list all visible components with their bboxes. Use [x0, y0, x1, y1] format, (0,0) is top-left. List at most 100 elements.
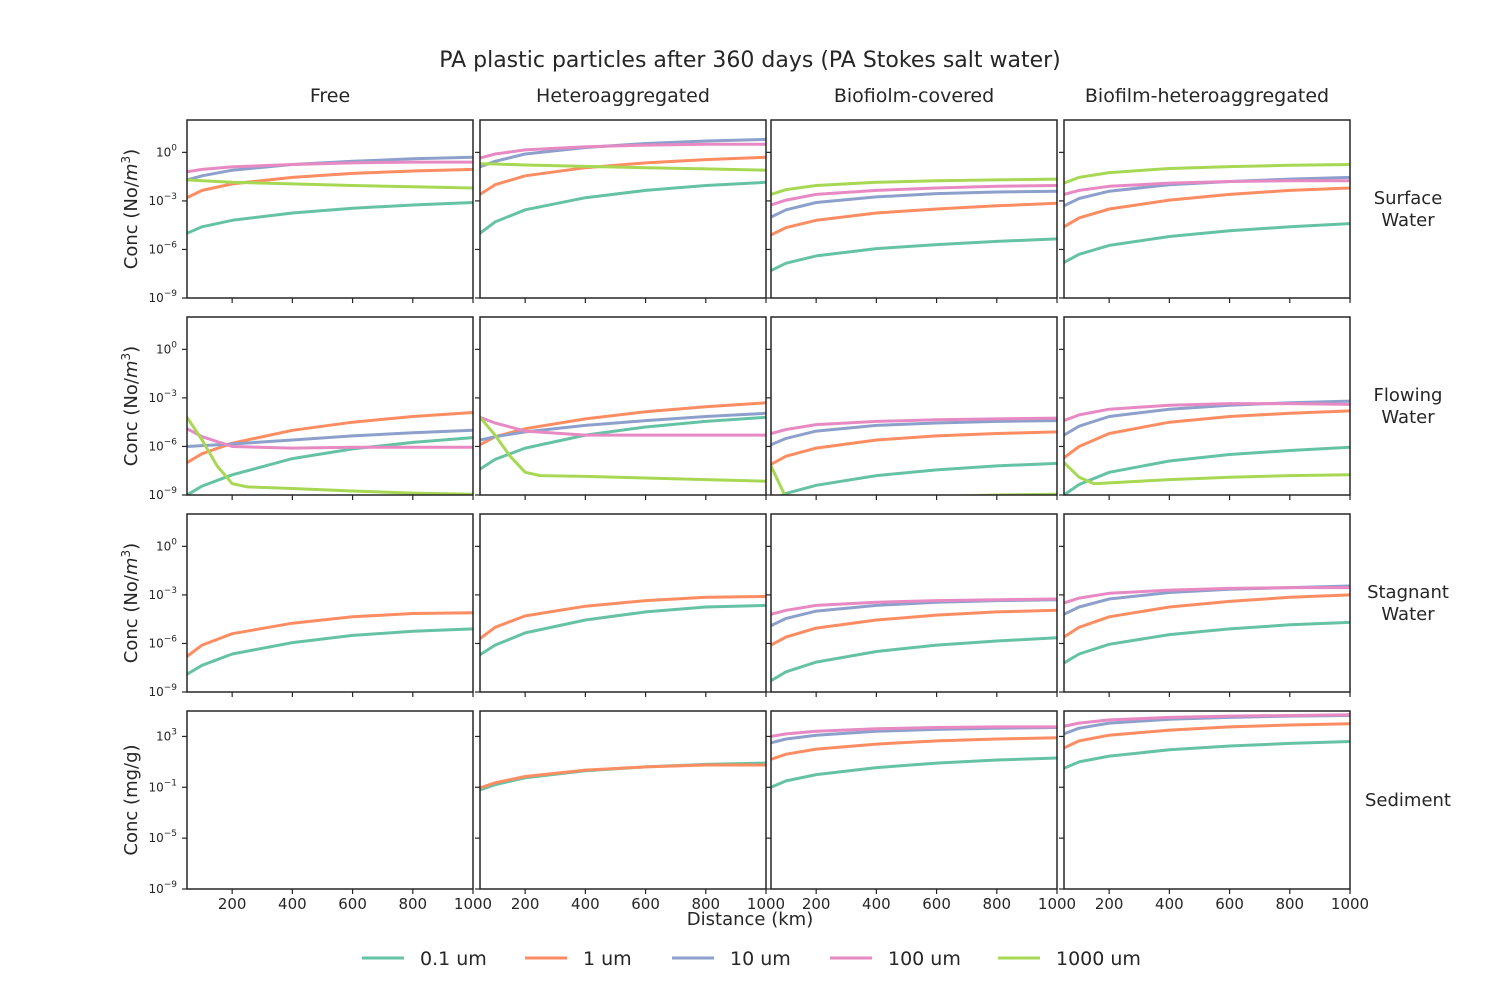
- series-group: [480, 595, 766, 657]
- y-tick-label: 10−5: [148, 829, 177, 845]
- y-tick-base: 10: [148, 780, 163, 794]
- column-title: Heteroaggregated: [536, 85, 710, 107]
- y-tick-exponent: −9: [164, 289, 178, 299]
- series-line-100-um: [771, 725, 1057, 738]
- y-tick-label: 10−3: [148, 389, 177, 405]
- y-axis-label-exponent: 3: [119, 156, 133, 164]
- column-titles: Free Heteroaggregated Biofiolm-covered Biof…: [310, 85, 1329, 107]
- series-line-1-um: [480, 595, 766, 641]
- legend-label: 1 um: [583, 948, 632, 970]
- series-line-1-um: [771, 430, 1057, 466]
- y-tick-label: 10−3: [148, 586, 177, 602]
- y-axis-label-text: Conc (No/: [121, 574, 142, 663]
- series-line-0_1-um: [187, 436, 473, 495]
- y-axis-label: Conc (mg/g): [121, 744, 142, 855]
- panel-frame: [479, 710, 767, 890]
- series-group: [187, 611, 473, 676]
- panel-r3-c1: 200 400 600 800 1000: [475, 710, 785, 913]
- series-line-100-um: [1064, 713, 1350, 728]
- y-tick-label: 10−3: [148, 192, 177, 208]
- y-tick-label: 10−9: [148, 289, 177, 305]
- x-tick-label: 400: [278, 895, 307, 913]
- panel-frame: [186, 316, 474, 496]
- x-tick-label: 200: [218, 895, 247, 913]
- series-line-0_1-um: [771, 756, 1057, 789]
- y-tick-base: 10: [148, 194, 163, 208]
- x-tick-label: 200: [802, 895, 831, 913]
- y-tick-label: 10−6: [148, 240, 177, 256]
- y-axis-label-text: Conc (mg/g): [121, 744, 142, 855]
- x-tick-label: 800: [398, 895, 427, 913]
- y-tick-exponent: 0: [171, 537, 177, 547]
- series-line-10-um: [187, 428, 473, 448]
- y-tick-exponent: −9: [164, 486, 178, 496]
- y-tick-exponent: −6: [164, 437, 178, 447]
- panel-r1-c0: [182, 316, 474, 500]
- series-line-1000-um: [480, 162, 766, 172]
- row-label: Water: [1381, 210, 1435, 231]
- y-tick-base: 10: [148, 685, 163, 699]
- series-group: [771, 725, 1057, 789]
- series-group: [480, 401, 766, 483]
- y-tick-base: 10: [148, 242, 163, 256]
- x-tick-label: 600: [1215, 895, 1244, 913]
- x-tick-label: 1000: [454, 895, 492, 913]
- series-line-0_1-um: [1064, 620, 1350, 665]
- row-label: Sediment: [1365, 790, 1451, 811]
- y-tick-base: 10: [148, 831, 163, 845]
- series-line-1000-um: [1064, 163, 1350, 185]
- y-tick-base: 10: [156, 145, 171, 159]
- series-line-100-um: [771, 184, 1057, 207]
- y-axis-label-text: Conc (No/: [121, 377, 142, 466]
- panel-r3-c2: 200 400 600 800 1000: [766, 710, 1076, 913]
- series-group: [771, 416, 1057, 495]
- series-line-1-um: [480, 763, 766, 790]
- series-line-10-um: [771, 189, 1057, 219]
- row-label: Stagnant: [1367, 582, 1449, 603]
- y-tick-exponent: −6: [164, 240, 178, 250]
- legend: 0.1 um 1 um 10 um 100 um 1000 um: [362, 948, 1141, 970]
- y-tick-base: 10: [156, 539, 171, 553]
- y-axis-label-exponent: 3: [119, 353, 133, 361]
- series-line-1000-um: [187, 178, 473, 190]
- y-tick-base: 10: [148, 588, 163, 602]
- y-tick-exponent: −1: [164, 778, 177, 788]
- series-line-0_1-um: [1064, 740, 1350, 770]
- series-line-1-um: [480, 155, 766, 196]
- y-tick-base: 10: [156, 729, 171, 743]
- series-line-0_1-um: [187, 627, 473, 676]
- panel-r3-c3: 200 400 600 800 1000: [1059, 710, 1369, 913]
- y-tick-label: 10−6: [148, 634, 177, 650]
- x-tick-label: 1000: [747, 895, 785, 913]
- panel-r1-c3: [1059, 316, 1351, 500]
- panel-r0-c3: [1059, 119, 1351, 303]
- y-tick-label: 10−6: [148, 437, 177, 453]
- y-tick-exponent: −9: [164, 683, 178, 693]
- y-tick-label: 10−9: [148, 683, 177, 699]
- series-line-1000-um: [187, 415, 473, 495]
- column-title: Free: [310, 85, 350, 107]
- series-line-100-um: [187, 427, 473, 450]
- x-tick-label: 600: [631, 895, 660, 913]
- series-line-10-um: [1064, 175, 1350, 208]
- series-line-0_1-um: [480, 180, 766, 235]
- series-group: [1064, 584, 1350, 665]
- x-tick-label: 200: [1095, 895, 1124, 913]
- x-tick-label: 600: [338, 895, 367, 913]
- panel-frame: [1063, 316, 1351, 496]
- panel-r3-c0: 200 400 600 800 1000: [182, 710, 492, 913]
- panel-r0-c2: [766, 119, 1058, 303]
- y-axis-label-unit: m: [121, 360, 142, 378]
- column-title: Biofiolm-covered: [834, 85, 994, 107]
- row-label: Water: [1381, 407, 1435, 428]
- y-axis-label: Conc (No/m3): [119, 543, 142, 663]
- series-line-1-um: [771, 201, 1057, 237]
- panel-r2-c0: [182, 513, 474, 697]
- series-group: [480, 137, 766, 235]
- panel-r0-c0: [182, 119, 474, 303]
- series-line-1000-um: [1064, 461, 1350, 486]
- y-tick-exponent: 0: [171, 340, 177, 350]
- series-group: [187, 155, 473, 235]
